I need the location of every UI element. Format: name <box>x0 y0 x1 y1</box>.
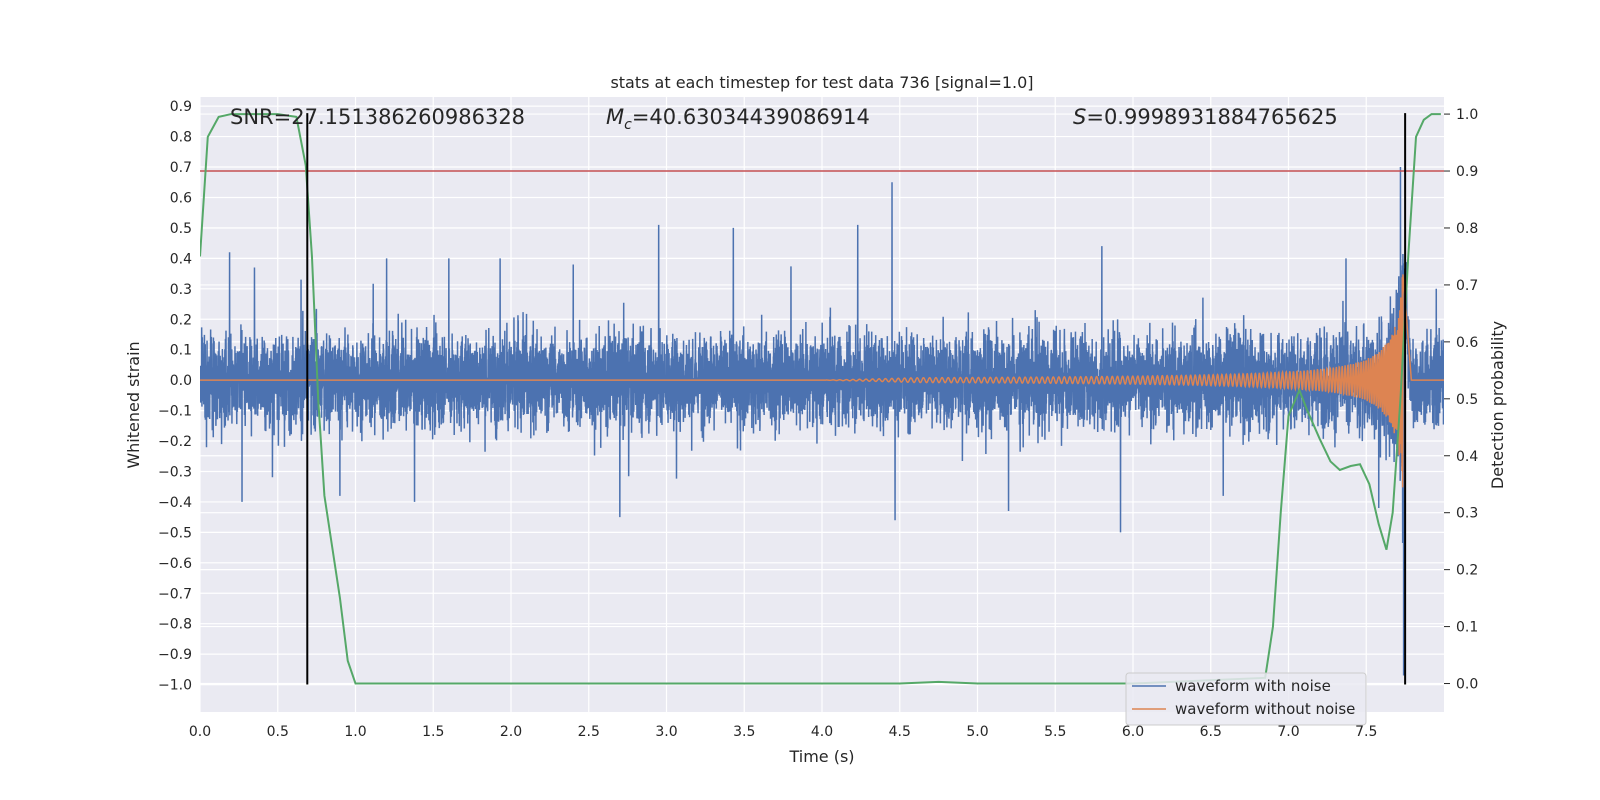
x-tick-label: 6.0 <box>1122 724 1144 740</box>
x-tick-label: 0.0 <box>189 724 211 740</box>
series-line-waveform-with-noise <box>200 167 1444 676</box>
s-value: =0.9998931884765625 <box>1086 105 1337 129</box>
series-line-waveform-without-noise <box>200 274 1444 488</box>
snr-annotation: SNR=27.151386260986328 <box>230 105 525 129</box>
y-tick-label: 0.1 <box>170 343 192 359</box>
y-tick-label: 0.3 <box>170 282 192 298</box>
y-tick-label: −0.8 <box>158 617 192 633</box>
x-axis-ticks: 0.0 0.5 1.0 1.5 2.0 2.5 3.0 3.5 4.0 4.5 5.0 5.5 6.0 6… <box>189 724 1378 740</box>
y-axis-ticks: 0.9 0.8 0.7 0.6 0.5 0.4 0.3 0.2 0.1 0.0 −0.1 −0.2 −0… <box>158 99 192 693</box>
x-tick-label: 7.5 <box>1355 724 1377 740</box>
y-axis-label: Whitened strain <box>124 341 143 468</box>
legend-box <box>1125 672 1367 726</box>
y-tick-label: 0.2 <box>170 312 192 328</box>
x-tick-label: 3.5 <box>733 724 755 740</box>
y-tick-label: −0.1 <box>158 404 192 420</box>
score-annotation: S=0.9998931884765625 <box>1073 105 1338 129</box>
y-tick-label: −0.5 <box>158 525 192 541</box>
y2-tick-label: 0.9 <box>1456 164 1478 180</box>
legend-label-noise: waveform with noise <box>1175 677 1331 695</box>
x-tick-label: 2.0 <box>500 724 522 740</box>
y-tick-label: 0.4 <box>170 251 192 267</box>
y2-tick-label: 0.7 <box>1456 278 1478 294</box>
x-tick-label: 4.5 <box>889 724 911 740</box>
y-tick-label: 0.8 <box>170 130 192 146</box>
y-tick-label: 0.6 <box>170 190 192 206</box>
y2-tick-label: 0.2 <box>1456 563 1478 579</box>
s-symbol: S <box>1073 105 1086 129</box>
x-tick-label: 5.0 <box>966 724 988 740</box>
y-tick-label: −0.3 <box>158 464 192 480</box>
x-tick-label: 2.5 <box>578 724 600 740</box>
x-tick-label: 7.0 <box>1277 724 1299 740</box>
x-tick-label: 0.5 <box>267 724 289 740</box>
y-tick-label: −1.0 <box>158 678 192 694</box>
y-tick-label: 0.0 <box>170 373 192 389</box>
y2-tick-label: 1.0 <box>1456 107 1478 123</box>
chart-title: stats at each timestep for test data 736… <box>610 73 1033 92</box>
legend: waveform with noise waveform without noi… <box>1125 672 1367 726</box>
legend-label-clean: waveform without noise <box>1175 700 1355 718</box>
x-tick-label: 4.0 <box>811 724 833 740</box>
x-tick-label: 1.0 <box>344 724 366 740</box>
y-tick-label: −0.9 <box>158 647 192 663</box>
y2-tick-label: 0.5 <box>1456 392 1478 408</box>
mc-value: =40.63034439086914 <box>632 105 870 129</box>
y2-tick-label: 0.4 <box>1456 449 1478 465</box>
y2-tick-label: 0.0 <box>1456 677 1478 693</box>
mc-symbol: M <box>606 105 624 129</box>
y-tick-label: 0.9 <box>170 99 192 115</box>
y2-tick-label: 0.1 <box>1456 620 1478 636</box>
y-tick-label: −0.4 <box>158 495 192 511</box>
x-tick-label: 5.5 <box>1044 724 1066 740</box>
y2-tick-label: 0.3 <box>1456 506 1478 522</box>
y-tick-label: 0.7 <box>170 160 192 176</box>
x-axis-label: Time (s) <box>788 747 854 766</box>
x-tick-label: 6.5 <box>1200 724 1222 740</box>
y-tick-label: −0.6 <box>158 556 192 572</box>
mc-subscript: c <box>624 117 632 133</box>
y2-tick-label: 0.6 <box>1456 335 1478 351</box>
x-tick-label: 3.0 <box>655 724 677 740</box>
y2-axis-label: Detection probability <box>1488 321 1507 489</box>
y-tick-label: −0.7 <box>158 586 192 602</box>
y2-tick-label: 0.8 <box>1456 221 1478 237</box>
y-tick-label: −0.2 <box>158 434 192 450</box>
y-tick-label: 0.5 <box>170 221 192 237</box>
chirp-mass-annotation: Mc=40.63034439086914 <box>606 105 870 133</box>
y2-axis-ticks: 1.0 0.9 0.8 0.7 0.6 0.5 0.4 0.3 0.2 0.1 0.0 <box>1444 107 1478 693</box>
x-tick-label: 1.5 <box>422 724 444 740</box>
